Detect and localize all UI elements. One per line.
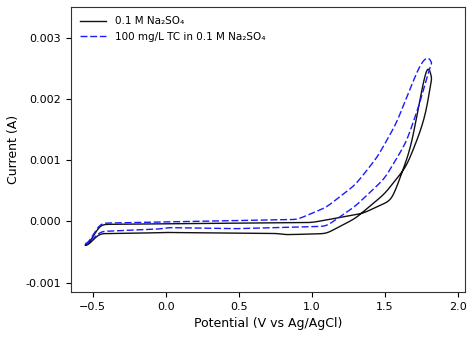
100 mg/L TC in 0.1 M Na₂SO₄	[199, 219, 205, 223]
X-axis label: Potential (V vs Ag/AgCl): Potential (V vs Ag/AgCl)	[194, 317, 342, 330]
0.1 M Na₂SO₄	[396, 174, 402, 178]
Line: 0.1 M Na₂SO₄: 0.1 M Na₂SO₄	[85, 69, 431, 245]
0.1 M Na₂SO₄	[82, 243, 88, 247]
100 mg/L TC in 0.1 M Na₂SO₄	[425, 56, 430, 60]
Legend: 0.1 M Na₂SO₄, 100 mg/L TC in 0.1 M Na₂SO₄: 0.1 M Na₂SO₄, 100 mg/L TC in 0.1 M Na₂SO…	[76, 12, 269, 46]
100 mg/L TC in 0.1 M Na₂SO₄	[316, 208, 322, 212]
100 mg/L TC in 0.1 M Na₂SO₄	[396, 152, 402, 156]
0.1 M Na₂SO₄	[199, 221, 205, 225]
0.1 M Na₂SO₄	[174, 222, 180, 226]
100 mg/L TC in 0.1 M Na₂SO₄	[410, 119, 416, 123]
100 mg/L TC in 0.1 M Na₂SO₄	[82, 242, 88, 246]
Y-axis label: Current (A): Current (A)	[7, 115, 20, 184]
100 mg/L TC in 0.1 M Na₂SO₄	[174, 220, 180, 224]
0.1 M Na₂SO₄	[383, 201, 389, 205]
100 mg/L TC in 0.1 M Na₂SO₄	[383, 140, 389, 144]
Line: 100 mg/L TC in 0.1 M Na₂SO₄: 100 mg/L TC in 0.1 M Na₂SO₄	[85, 58, 431, 244]
0.1 M Na₂SO₄	[82, 243, 88, 247]
0.1 M Na₂SO₄	[316, 219, 322, 223]
0.1 M Na₂SO₄	[426, 67, 431, 71]
0.1 M Na₂SO₄	[410, 147, 416, 151]
100 mg/L TC in 0.1 M Na₂SO₄	[82, 242, 88, 246]
